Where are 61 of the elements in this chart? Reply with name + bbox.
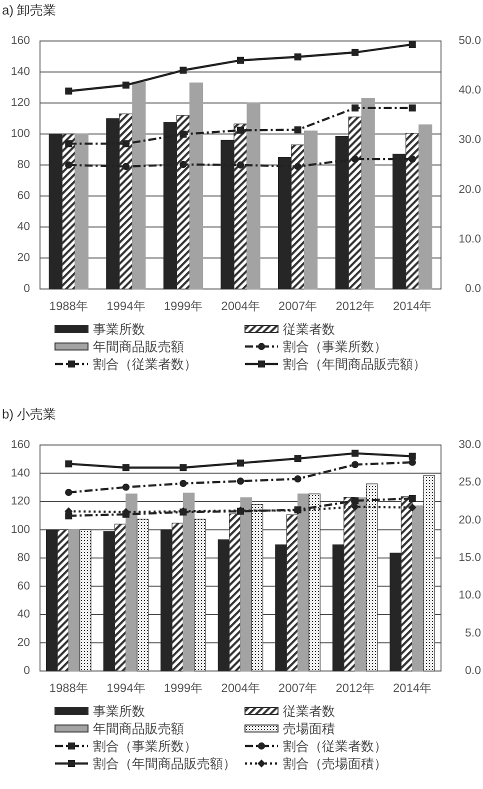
- y-tick-label: 140: [10, 66, 30, 78]
- y2-tick-label: 20.0: [458, 184, 481, 196]
- x-tick-label: 2007年: [278, 299, 318, 313]
- y2-tick-label: 5.0: [465, 627, 481, 640]
- legend-label: 割合（従業者数）: [283, 738, 387, 754]
- x-tick-label: 2014年: [393, 299, 432, 313]
- legend-label: 年間商品販売額: [93, 339, 184, 354]
- y2-tick-label: 0.0: [465, 665, 481, 677]
- legend-label: 割合（事業所数）: [93, 738, 197, 754]
- y2-tick-label: 30.0: [458, 134, 481, 146]
- chart-title: a) 卸売業: [2, 2, 56, 18]
- y-tick-label: 0: [24, 283, 30, 295]
- x-tick-label: 2004年: [221, 681, 260, 695]
- y-tick-label: 140: [10, 467, 30, 480]
- x-tick-label: 1994年: [106, 681, 146, 695]
- y2-tick-label: 40.0: [458, 84, 481, 97]
- y-tick-label: 60: [17, 190, 30, 202]
- y-tick-label: 100: [10, 524, 30, 536]
- legend-label: 割合（事業所数）: [283, 339, 387, 354]
- y2-tick-label: 15.0: [458, 552, 481, 564]
- y-tick-label: 60: [17, 580, 30, 592]
- legend-label: 従業者数: [283, 704, 335, 718]
- legend-label: 割合（従業者数）: [93, 356, 197, 372]
- y-tick-label: 20: [17, 252, 30, 264]
- legend-label: 売場面積: [283, 721, 335, 736]
- legend-label: 割合（年間商品販売額）: [283, 356, 426, 372]
- legend-label: 従業者数: [283, 322, 335, 336]
- y2-tick-label: 30.0: [458, 439, 481, 451]
- legend-label: 事業所数: [93, 322, 145, 336]
- x-tick-label: 1988年: [49, 299, 88, 313]
- y2-tick-label: 0.0: [465, 283, 481, 295]
- y2-tick-label: 10.0: [458, 590, 481, 602]
- y-tick-label: 100: [10, 128, 30, 140]
- x-tick-label: 1988年: [49, 681, 88, 695]
- x-tick-label: 1994年: [106, 299, 146, 313]
- x-tick-label: 1999年: [164, 299, 203, 313]
- y-tick-label: 40: [17, 221, 30, 233]
- y-tick-label: 0: [24, 665, 30, 677]
- y2-tick-label: 20.0: [458, 514, 481, 526]
- y-tick-label: 20: [17, 636, 30, 649]
- legend-label: 事業所数: [93, 704, 145, 718]
- y-tick-label: 120: [10, 496, 30, 508]
- x-tick-label: 2012年: [336, 299, 374, 313]
- y2-tick-label: 10.0: [458, 233, 481, 246]
- y2-tick-label: 25.0: [458, 476, 481, 489]
- x-tick-label: 2012年: [336, 681, 374, 695]
- legend-label: 年間商品販売額: [93, 721, 184, 736]
- y-tick-label: 80: [17, 552, 30, 564]
- x-tick-label: 2007年: [278, 681, 318, 695]
- y-tick-label: 80: [17, 159, 30, 171]
- y-tick-label: 40: [17, 608, 30, 620]
- chart-title: b) 小売業: [2, 406, 56, 422]
- y-tick-label: 160: [10, 439, 30, 451]
- x-tick-label: 1999年: [164, 681, 203, 695]
- legend-label: 割合（年間商品販売額）: [93, 756, 236, 771]
- y-tick-label: 120: [10, 97, 30, 109]
- x-tick-label: 2014年: [393, 681, 432, 695]
- y-tick-label: 160: [10, 35, 30, 47]
- x-tick-label: 2004年: [221, 299, 260, 313]
- legend-label: 割合（売場面積）: [283, 756, 387, 771]
- y2-tick-label: 50.0: [458, 35, 481, 47]
